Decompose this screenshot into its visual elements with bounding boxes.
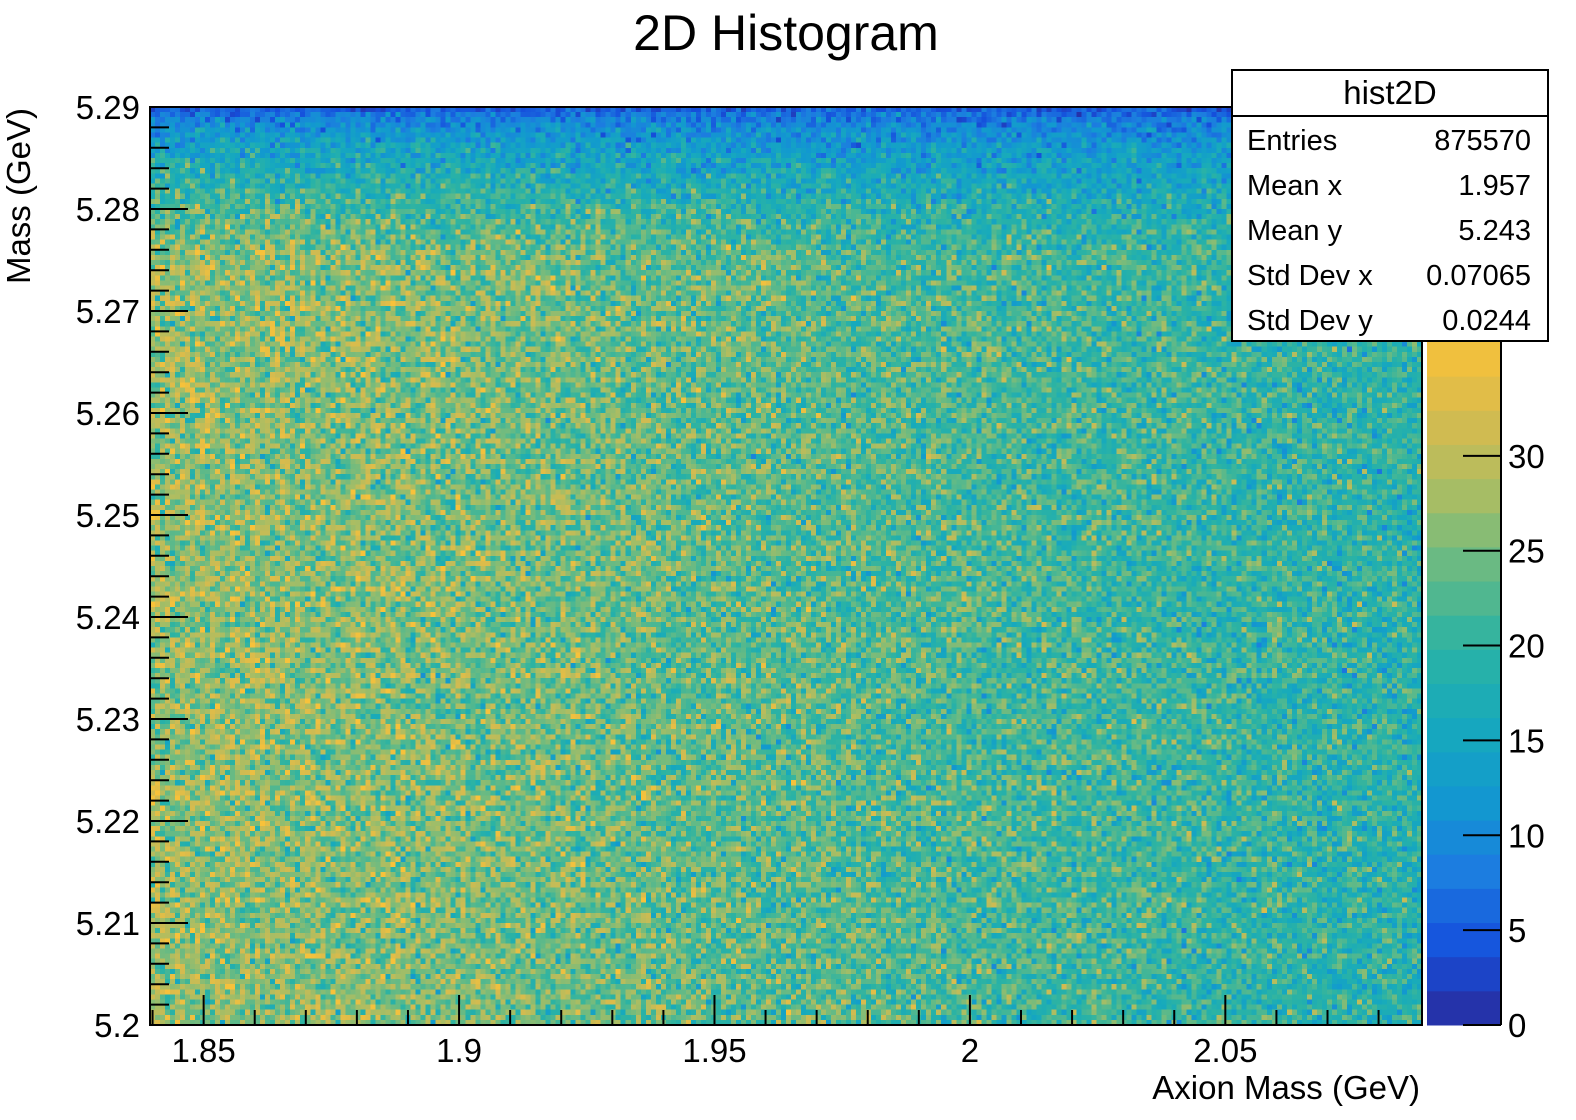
z-tick-label: 30 (1508, 438, 1545, 475)
stats-value: 1.957 (1458, 170, 1531, 202)
color-scale-band (1427, 649, 1501, 684)
stats-value: 5.243 (1458, 215, 1531, 247)
color-scale-band (1427, 956, 1501, 992)
color-scale-band (1427, 342, 1501, 377)
stats-label: Std Dev x (1247, 260, 1373, 292)
y-tick-label: 5.25 (76, 497, 140, 534)
y-tick-label: 5.24 (76, 599, 140, 636)
stats-row: Mean x 1.957 (1233, 164, 1547, 209)
y-axis-label: Mass (GeV) (0, 108, 37, 284)
stats-label: Std Dev y (1247, 305, 1373, 337)
color-scale-band (1427, 683, 1501, 719)
stats-rows: Entries 875570 Mean x 1.957 Mean y 5.243 Std D… (1233, 117, 1547, 344)
stats-label: Mean x (1247, 170, 1343, 202)
color-scale-band (1427, 922, 1501, 958)
color-scale-band (1427, 581, 1501, 616)
color-scale-band (1427, 820, 1501, 855)
color-scale-band (1427, 888, 1501, 924)
z-tick-label: 15 (1508, 722, 1545, 759)
x-tick-label: 2 (961, 1032, 979, 1069)
z-tick-label: 0 (1508, 1007, 1526, 1044)
y-tick-label: 5.23 (76, 701, 140, 738)
x-tick-label: 1.95 (682, 1032, 746, 1069)
color-scale-band (1427, 444, 1501, 480)
color-scale-band (1427, 990, 1501, 1026)
x-axis-label: Axion Mass (GeV) (1152, 1069, 1420, 1106)
z-tick-label: 25 (1508, 533, 1545, 570)
y-tick-label: 5.21 (76, 905, 140, 942)
x-axis: 1.85 1.9 1.95 2 2.05 (151, 995, 1380, 1069)
y-tick-label: 5.27 (76, 293, 140, 330)
color-scale-band (1427, 478, 1501, 514)
color-scale-band (1427, 717, 1501, 753)
x-tick-label: 2.05 (1193, 1032, 1257, 1069)
heatmap-image (150, 107, 1422, 1025)
chart-title: 2D Histogram (633, 5, 939, 61)
y-tick-label: 5.26 (76, 395, 140, 432)
y-tick-label: 5.28 (76, 191, 140, 228)
y-tick-label: 5.29 (76, 89, 140, 126)
color-scale-band (1427, 546, 1501, 582)
color-scale-band (1427, 410, 1501, 445)
plot-frame (149, 106, 1423, 1026)
y-axis: 5.2 5.21 5.22 5.23 5.24 5.25 5.26 5.27 5.28 5.29 (76, 89, 188, 1044)
stats-row: Entries 875570 (1233, 119, 1547, 164)
color-scale-band (1427, 512, 1501, 548)
color-scale-band (1427, 854, 1501, 889)
z-tick-label: 10 (1508, 817, 1545, 854)
z-tick-label: 5 (1508, 912, 1526, 949)
y-tick-label: 5.2 (94, 1007, 140, 1044)
stats-label: Mean y (1247, 215, 1343, 247)
stats-value: 0.07065 (1426, 260, 1531, 292)
color-scale-band (1427, 785, 1501, 821)
stats-label: Entries (1247, 125, 1338, 157)
stats-value: 875570 (1434, 125, 1531, 157)
color-scale: 0 5 10 15 20 25 30 (1427, 342, 1545, 1044)
stats-box: hist2D Entries 875570 Mean x 1.957 Mean y 5.2… (1231, 69, 1549, 342)
x-tick-label: 1.9 (436, 1032, 482, 1069)
stats-row: Std Dev x 0.07065 (1233, 254, 1547, 299)
stats-row: Mean y 5.243 (1233, 209, 1547, 254)
stats-value: 0.0244 (1442, 305, 1531, 337)
stats-title: hist2D (1233, 71, 1547, 117)
color-scale-band (1427, 615, 1501, 650)
color-scale-band (1427, 376, 1501, 411)
color-scale-band (1427, 751, 1501, 787)
stats-row: Std Dev y 0.0244 (1233, 299, 1547, 344)
y-tick-label: 5.22 (76, 803, 140, 840)
x-tick-label: 1.85 (172, 1032, 236, 1069)
z-tick-label: 20 (1508, 628, 1545, 665)
